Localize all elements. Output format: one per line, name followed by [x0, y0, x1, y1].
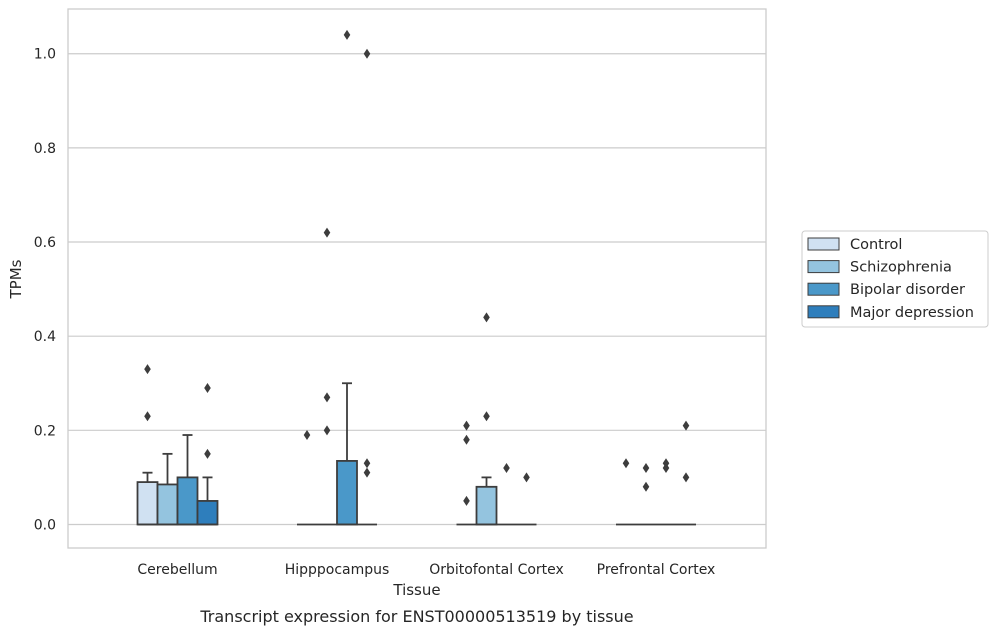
box-body [136, 481, 159, 526]
x-tick-label: Cerebellum [137, 562, 217, 578]
box-mark [496, 462, 517, 526]
outlier-point [483, 312, 490, 323]
outlier-point [323, 425, 331, 436]
outlier-point [343, 29, 351, 40]
legend-label: Bipolar disorder [850, 282, 965, 298]
box-body [156, 483, 179, 526]
outlier-point [144, 411, 151, 422]
box-body [196, 500, 219, 526]
y-axis-label: TPMs [7, 259, 25, 299]
chart-caption: Transcript expression for ENST0000051351… [199, 607, 633, 626]
y-tick-label: 0.2 [34, 423, 56, 439]
y-tick-label: 1.0 [34, 47, 56, 63]
legend-label: Major depression [850, 305, 974, 321]
outlier-point [642, 462, 650, 473]
box-body [475, 485, 498, 526]
legend-swatch [807, 305, 840, 319]
box-mark [297, 430, 317, 526]
legend-swatch [807, 282, 840, 296]
outlier-point [363, 48, 371, 59]
plot-area [67, 8, 767, 549]
legend-item: Bipolar disorder [807, 282, 965, 298]
outlier-point [463, 495, 470, 506]
y-gridlines [68, 53, 766, 526]
y-tick-label: 0.8 [34, 141, 56, 157]
outlier-point [463, 420, 470, 431]
outlier-point [523, 472, 530, 483]
y-tick-label: 0.4 [34, 329, 56, 345]
outlier-point [622, 458, 630, 469]
box-mark [456, 420, 477, 526]
box-mark [636, 462, 656, 526]
outlier-point [323, 392, 331, 403]
legend-item: Control [807, 237, 902, 253]
outlier-point [483, 411, 490, 422]
box-mark [516, 472, 537, 526]
box-mark [357, 48, 377, 526]
box-mark [475, 312, 498, 526]
box-body [336, 460, 358, 526]
box-mark [616, 458, 636, 526]
box-mark [156, 452, 179, 526]
legend-label: Schizophrenia [850, 260, 952, 276]
series-major-depression [196, 48, 696, 526]
box-mark [656, 458, 676, 526]
box-body [176, 476, 199, 526]
box-mark [676, 420, 696, 526]
legend-swatch [807, 260, 840, 274]
outlier-point [662, 458, 670, 469]
box-mark [176, 434, 199, 526]
series-schizophrenia [156, 227, 656, 526]
x-tick-label: Hipppocampus [285, 562, 390, 578]
outlier-point [682, 420, 690, 431]
x-tick-labels: Cerebellum Hipppocampus Orbitofontal Corte… [137, 562, 715, 578]
box-mark [136, 364, 159, 526]
outlier-point [363, 467, 371, 478]
y-tick-labels: 0.0 0.2 0.4 0.6 0.8 1.0 [34, 47, 56, 534]
outlier-point [682, 472, 690, 483]
outlier-point [303, 430, 311, 441]
x-tick-label: Prefrontal Cortex [597, 562, 716, 578]
outlier-point [363, 458, 371, 469]
outlier-point [204, 448, 211, 459]
legend-item: Major depression [807, 305, 974, 321]
box-mark [336, 29, 358, 526]
legend-label: Control [850, 237, 902, 253]
outlier-point [144, 364, 151, 375]
outlier-point [503, 462, 510, 473]
x-axis-label: Tissue [392, 581, 440, 599]
legend-item: Schizophrenia [807, 260, 952, 276]
legend-swatch [807, 237, 840, 251]
legend-frame [801, 230, 989, 328]
y-tick-label: 0.6 [34, 235, 56, 251]
box-mark [196, 382, 219, 526]
outlier-point [642, 481, 650, 492]
box-series-group [136, 29, 696, 526]
series-bipolar-disorder [176, 29, 676, 526]
outlier-point [323, 227, 331, 238]
y-tick-label: 0.0 [34, 517, 56, 533]
box-mark [317, 227, 337, 526]
legend: Control Schizophrenia Bipolar disorder Majo… [801, 230, 989, 328]
x-tick-label: Orbitofontal Cortex [429, 562, 564, 578]
outlier-point [204, 382, 211, 393]
outlier-point [463, 434, 470, 445]
